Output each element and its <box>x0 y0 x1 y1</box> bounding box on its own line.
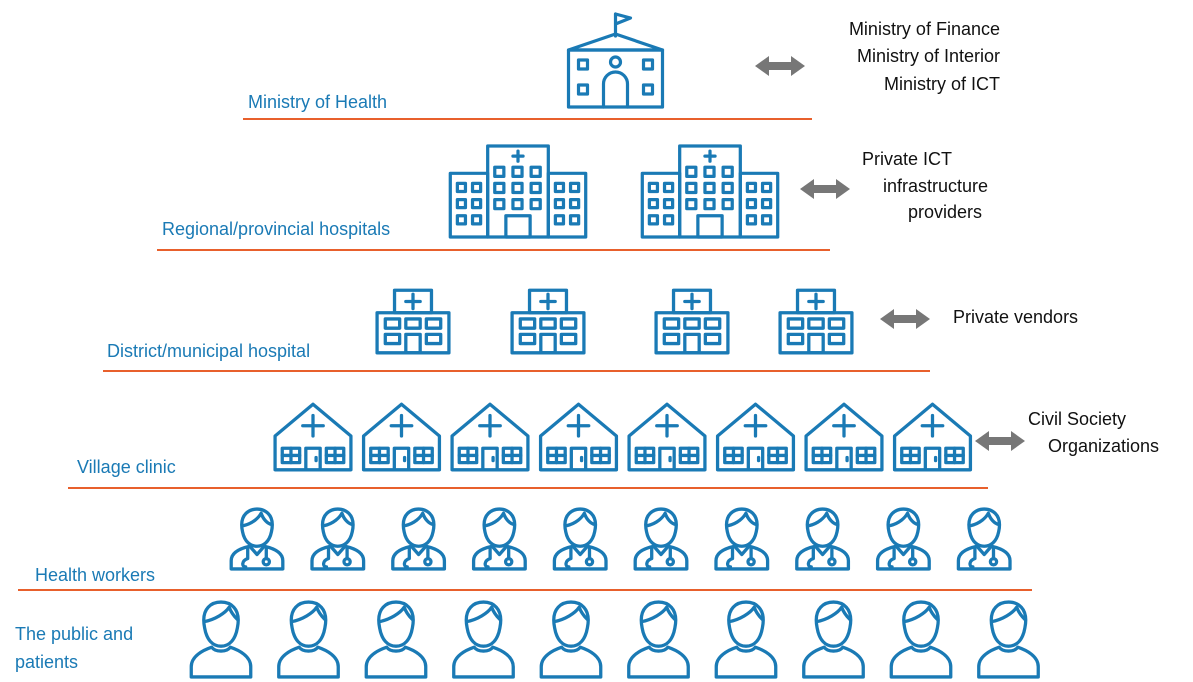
level-icon <box>310 507 366 571</box>
level-icon <box>977 600 1040 679</box>
level-icon <box>539 600 603 679</box>
partner-label: Private vendors <box>953 307 1078 327</box>
level-icon <box>538 402 619 472</box>
level-icon <box>450 402 530 472</box>
level-label: Regional/provincial hospitals <box>162 219 390 239</box>
level-label: patients <box>15 652 78 672</box>
level-icon <box>375 288 451 355</box>
level-icon <box>892 402 973 472</box>
partner-label: Ministry of ICT <box>884 74 1000 94</box>
level-icon <box>229 507 285 571</box>
level-icon <box>956 507 1012 571</box>
level-icon <box>189 600 253 679</box>
level-icon <box>795 507 851 571</box>
level-icon <box>448 144 588 239</box>
partner-label: Organizations <box>1048 436 1159 456</box>
double-arrow <box>800 179 850 199</box>
level-icon <box>802 600 865 679</box>
level-icon <box>778 288 854 355</box>
level-icon <box>714 600 778 679</box>
level-label: The public and <box>15 624 133 644</box>
level-icon <box>654 288 730 355</box>
level-label: Village clinic <box>77 457 176 477</box>
level-icon <box>510 288 586 355</box>
level-icon <box>364 600 428 679</box>
level-icon <box>640 144 780 239</box>
level-icon <box>471 507 527 571</box>
level-icon <box>452 600 515 679</box>
double-arrow <box>755 56 805 76</box>
level-icon <box>566 12 665 109</box>
level-label: Health workers <box>35 565 155 585</box>
level-icon <box>714 507 770 571</box>
partner-label: Ministry of Finance <box>849 19 1000 39</box>
partner-label: Civil Society <box>1028 409 1126 429</box>
level-icon <box>273 402 353 472</box>
partner-label: Private ICT <box>862 149 952 169</box>
partner-label: providers <box>908 202 982 222</box>
level-icon <box>715 402 796 472</box>
level-icon <box>633 507 689 571</box>
level-icon <box>627 402 707 472</box>
level-icon <box>889 600 953 679</box>
partner-label: infrastructure <box>883 176 988 196</box>
level-icon <box>627 600 690 679</box>
level-icon <box>391 507 447 571</box>
level-icon <box>804 402 884 472</box>
level-icon <box>277 600 340 679</box>
double-arrow <box>880 309 930 329</box>
partner-label: Ministry of Interior <box>857 46 1000 66</box>
double-arrow <box>975 431 1025 451</box>
level-label: District/municipal hospital <box>107 341 310 361</box>
level-label: Ministry of Health <box>248 92 387 112</box>
level-icon <box>875 507 931 571</box>
level-icon <box>552 507 608 571</box>
level-icon <box>361 402 442 472</box>
